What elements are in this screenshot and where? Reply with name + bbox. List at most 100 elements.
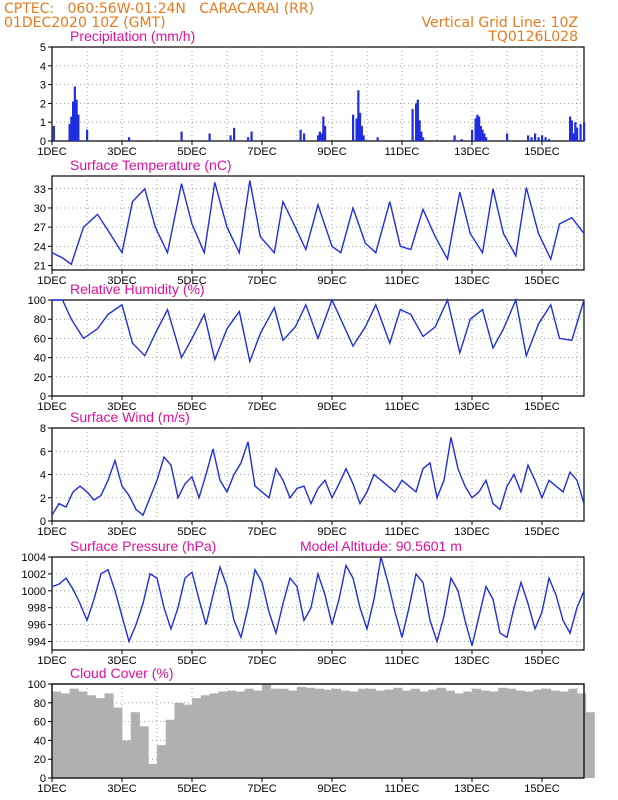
- precip-bar: [128, 137, 131, 141]
- cloud-bar: [130, 712, 140, 778]
- y-tick-label: 33: [34, 184, 46, 196]
- x-tick-label: 9DEC: [317, 526, 346, 538]
- series-line: [51, 556, 585, 646]
- panel-title: Surface Pressure (hPa): [70, 538, 216, 554]
- y-tick-label: 27: [34, 222, 46, 234]
- precip-bar: [453, 135, 456, 141]
- cloud-bar: [192, 698, 202, 778]
- x-tick-label: 5DEC: [177, 655, 206, 667]
- precip-bar: [478, 116, 481, 141]
- y-tick-label: 1000: [22, 586, 46, 598]
- cloud-bar: [157, 745, 167, 778]
- x-tick-label: 13DEC: [454, 655, 490, 667]
- y-tick-label: 30: [34, 203, 46, 215]
- precip-bar: [376, 137, 379, 141]
- cloud-bar: [402, 690, 412, 778]
- precip-bar: [544, 137, 547, 141]
- precip-bar: [73, 86, 76, 141]
- precip-bar: [574, 122, 577, 141]
- x-tick-label: 11DEC: [385, 655, 420, 667]
- precip-bar: [86, 129, 89, 141]
- cloud-bar: [52, 691, 62, 778]
- x-tick-label: 3DEC: [107, 783, 136, 795]
- cloud-bar: [122, 740, 132, 778]
- precip-bar: [322, 116, 325, 141]
- cloud-bar: [472, 688, 482, 778]
- panel-title: Precipitation (mm/h): [70, 28, 195, 44]
- cloud-bar: [323, 689, 333, 778]
- x-tick-label: 7DEC: [247, 275, 276, 287]
- precip-bar: [208, 133, 211, 141]
- precip-bar: [418, 120, 421, 141]
- cloud-bar: [262, 684, 272, 778]
- y-tick-label: 998: [28, 603, 46, 615]
- y-tick-label: 2: [40, 493, 46, 505]
- y-tick-label: 1: [40, 117, 46, 129]
- header-station: CPTEC: 060:56W-01:24N CARACARAI (RR): [4, 1, 315, 17]
- cloud-bar: [559, 691, 569, 778]
- y-tick-label: 100: [28, 295, 46, 307]
- cloud-bar: [209, 693, 219, 778]
- y-tick-label: 80: [34, 314, 46, 326]
- cloud-bar: [367, 688, 377, 778]
- x-tick-label: 1DEC: [37, 146, 66, 158]
- x-tick-label: 15DEC: [524, 275, 560, 287]
- cloud-bar: [253, 690, 263, 778]
- panel-frame: [51, 46, 585, 142]
- cloud-bar: [69, 688, 79, 778]
- y-tick-label: 20: [34, 372, 46, 384]
- precip-bar: [75, 99, 78, 141]
- y-tick-label: 2: [40, 98, 46, 110]
- cloud-bar: [349, 691, 359, 778]
- precip-bar: [247, 137, 250, 141]
- header-grid-note: Vertical Grid Line: 10Z: [421, 15, 578, 31]
- cloud-bar: [270, 688, 280, 778]
- x-tick-label: 11DEC: [385, 275, 420, 287]
- precip-bar: [572, 133, 575, 141]
- precip-bar: [422, 137, 425, 141]
- precip-bar: [576, 127, 579, 141]
- y-tick-label: 994: [28, 637, 46, 649]
- series-line: [51, 180, 585, 266]
- x-tick-label: 9DEC: [317, 655, 346, 667]
- cloud-bar: [524, 691, 534, 778]
- precip-bar: [583, 122, 586, 141]
- x-tick-label: 11DEC: [385, 146, 420, 158]
- x-tick-label: 11DEC: [385, 401, 420, 413]
- cloud-bar: [585, 712, 595, 778]
- precip-bar: [299, 129, 302, 141]
- precip-bar: [360, 125, 363, 141]
- panel-title: Relative Humidity (%): [70, 281, 205, 297]
- header-date: 01DEC2020 10Z (GMT): [4, 15, 166, 31]
- x-tick-label: 3DEC: [107, 655, 136, 667]
- x-tick-label: 9DEC: [317, 783, 346, 795]
- precip-bar: [460, 139, 463, 141]
- precip-bar: [579, 124, 582, 141]
- x-tick-label: 1DEC: [37, 526, 66, 538]
- precip-bar: [357, 90, 360, 141]
- x-tick-label: 15DEC: [524, 146, 560, 158]
- y-tick-label: 60: [34, 717, 46, 729]
- y-tick-label: 0: [40, 391, 46, 403]
- precip-bar: [415, 103, 418, 141]
- cloud-bar: [410, 688, 420, 778]
- x-tick-label: 15DEC: [524, 526, 560, 538]
- cloud-bar: [174, 702, 184, 778]
- y-tick-label: 80: [34, 698, 46, 710]
- x-tick-label: 5DEC: [177, 526, 206, 538]
- precip-bar: [70, 116, 73, 141]
- cloud-bar: [148, 763, 158, 778]
- precip-bar: [481, 129, 484, 141]
- precip-bar: [324, 125, 327, 141]
- panel-title: Surface Wind (m/s): [70, 409, 190, 425]
- cloud-bar: [542, 688, 552, 778]
- precip-bar: [52, 125, 55, 141]
- precip-bar: [72, 101, 75, 141]
- cloud-bar: [297, 686, 307, 778]
- precip-bar: [527, 135, 530, 141]
- cloud-bar: [428, 689, 438, 778]
- precip-bar: [359, 112, 362, 141]
- cloud-bar: [463, 691, 473, 778]
- series-line: [52, 297, 585, 364]
- y-tick-label: 5: [40, 42, 46, 54]
